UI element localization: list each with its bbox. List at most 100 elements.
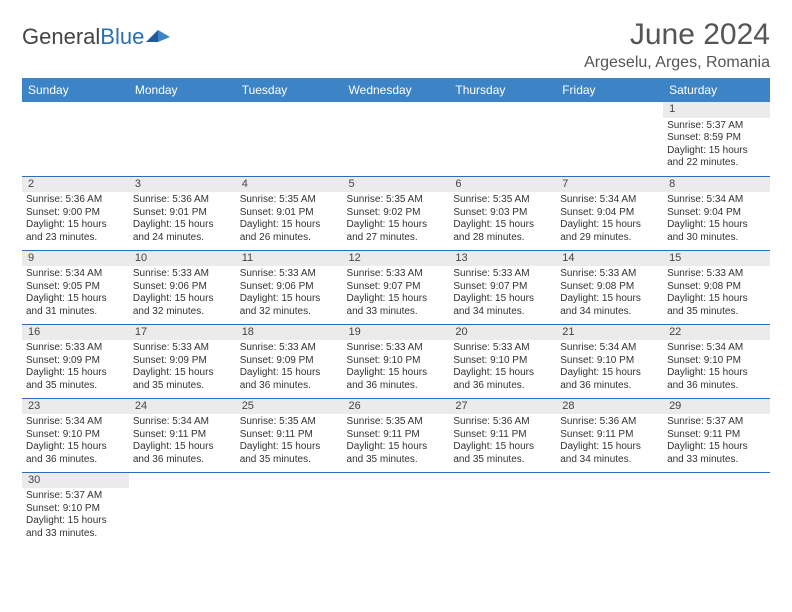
sunrise-text: Sunrise: 5:36 AM [453, 416, 552, 429]
calendar-week-row: 1Sunrise: 5:37 AMSunset: 8:59 PMDaylight… [22, 102, 770, 176]
sunrise-text: Sunrise: 5:34 AM [26, 268, 125, 281]
calendar-week-row: 16Sunrise: 5:33 AMSunset: 9:09 PMDayligh… [22, 324, 770, 398]
sunset-text: Sunset: 9:06 PM [133, 281, 232, 294]
calendar-cell: 20Sunrise: 5:33 AMSunset: 9:10 PMDayligh… [449, 324, 556, 398]
day-number: 7 [556, 177, 663, 193]
calendar-cell: 6Sunrise: 5:35 AMSunset: 9:03 PMDaylight… [449, 176, 556, 250]
daylight-text: Daylight: 15 hours and 36 minutes. [240, 367, 339, 392]
sunset-text: Sunset: 9:10 PM [26, 429, 125, 442]
day-number: 28 [556, 399, 663, 415]
sunrise-text: Sunrise: 5:34 AM [560, 342, 659, 355]
sunset-text: Sunset: 9:08 PM [560, 281, 659, 294]
sunset-text: Sunset: 9:06 PM [240, 281, 339, 294]
sunrise-text: Sunrise: 5:37 AM [26, 490, 125, 503]
calendar-cell [129, 472, 236, 550]
calendar-cell [236, 102, 343, 176]
daylight-text: Daylight: 15 hours and 36 minutes. [26, 441, 125, 466]
sunset-text: Sunset: 9:04 PM [560, 207, 659, 220]
sunset-text: Sunset: 9:03 PM [453, 207, 552, 220]
sunset-text: Sunset: 9:01 PM [133, 207, 232, 220]
calendar-cell: 5Sunrise: 5:35 AMSunset: 9:02 PMDaylight… [343, 176, 450, 250]
location-label: Argeselu, Arges, Romania [584, 54, 770, 72]
calendar-cell: 16Sunrise: 5:33 AMSunset: 9:09 PMDayligh… [22, 324, 129, 398]
brand-part1: General [22, 24, 100, 50]
day-number: 11 [236, 251, 343, 267]
sunrise-text: Sunrise: 5:35 AM [240, 194, 339, 207]
sunset-text: Sunset: 9:11 PM [240, 429, 339, 442]
sunrise-text: Sunrise: 5:35 AM [347, 416, 446, 429]
calendar-cell [129, 102, 236, 176]
flag-icon [146, 28, 172, 46]
daylight-text: Daylight: 15 hours and 34 minutes. [453, 293, 552, 318]
sunrise-text: Sunrise: 5:33 AM [667, 268, 766, 281]
sunset-text: Sunset: 9:09 PM [26, 355, 125, 368]
calendar-cell: 14Sunrise: 5:33 AMSunset: 9:08 PMDayligh… [556, 250, 663, 324]
daylight-text: Daylight: 15 hours and 34 minutes. [560, 293, 659, 318]
daylight-text: Daylight: 15 hours and 32 minutes. [133, 293, 232, 318]
daylight-text: Daylight: 15 hours and 35 minutes. [667, 293, 766, 318]
sunset-text: Sunset: 9:07 PM [347, 281, 446, 294]
day-number: 4 [236, 177, 343, 193]
sunrise-text: Sunrise: 5:33 AM [347, 268, 446, 281]
sunrise-text: Sunrise: 5:36 AM [133, 194, 232, 207]
sunrise-text: Sunrise: 5:35 AM [240, 416, 339, 429]
sunrise-text: Sunrise: 5:35 AM [453, 194, 552, 207]
calendar-week-row: 9Sunrise: 5:34 AMSunset: 9:05 PM Daylight… [22, 250, 770, 324]
sunset-text: Sunset: 9:04 PM [667, 207, 766, 220]
day-number: 9 [22, 251, 129, 267]
calendar-cell: 17Sunrise: 5:33 AMSunset: 9:09 PMDayligh… [129, 324, 236, 398]
sunset-text: Sunset: 9:08 PM [667, 281, 766, 294]
day-number: 2 [22, 177, 129, 193]
weekday-header: Wednesday [343, 78, 450, 102]
calendar-cell [343, 102, 450, 176]
sunrise-text: Sunrise: 5:33 AM [26, 342, 125, 355]
weekday-header: Saturday [663, 78, 770, 102]
calendar-cell [22, 102, 129, 176]
sunset-text: Sunset: 9:10 PM [560, 355, 659, 368]
day-number: 19 [343, 325, 450, 341]
calendar-week-row: 2Sunrise: 5:36 AMSunset: 9:00 PMDaylight… [22, 176, 770, 250]
calendar-cell: 9Sunrise: 5:34 AMSunset: 9:05 PMDaylight… [22, 250, 129, 324]
sunset-text: Sunset: 9:09 PM [240, 355, 339, 368]
calendar-cell: 30Sunrise: 5:37 AMSunset: 9:10 PMDayligh… [22, 472, 129, 550]
sunset-text: Sunset: 9:10 PM [347, 355, 446, 368]
day-number: 22 [663, 325, 770, 341]
day-number: 23 [22, 399, 129, 415]
calendar-cell [663, 472, 770, 550]
daylight-text: Daylight: 15 hours and 32 minutes. [240, 293, 339, 318]
daylight-text: Daylight: 15 hours and 33 minutes. [667, 441, 766, 466]
calendar-cell: 2Sunrise: 5:36 AMSunset: 9:00 PMDaylight… [22, 176, 129, 250]
calendar-cell: 24Sunrise: 5:34 AMSunset: 9:11 PMDayligh… [129, 398, 236, 472]
calendar-cell: 27Sunrise: 5:36 AMSunset: 9:11 PMDayligh… [449, 398, 556, 472]
sunset-text: Sunset: 9:11 PM [347, 429, 446, 442]
weekday-header: Friday [556, 78, 663, 102]
calendar-cell [236, 472, 343, 550]
calendar-cell: 8Sunrise: 5:34 AMSunset: 9:04 PMDaylight… [663, 176, 770, 250]
sunrise-text: Sunrise: 5:33 AM [240, 268, 339, 281]
day-number: 27 [449, 399, 556, 415]
sunrise-text: Sunrise: 5:34 AM [133, 416, 232, 429]
sunrise-text: Sunrise: 5:36 AM [26, 194, 125, 207]
sunrise-text: Sunrise: 5:33 AM [347, 342, 446, 355]
calendar-cell: 1Sunrise: 5:37 AMSunset: 8:59 PMDaylight… [663, 102, 770, 176]
sunrise-text: Sunrise: 5:33 AM [133, 342, 232, 355]
day-number: 18 [236, 325, 343, 341]
sunrise-text: Sunrise: 5:33 AM [453, 268, 552, 281]
calendar-cell: 11Sunrise: 5:33 AMSunset: 9:06 PMDayligh… [236, 250, 343, 324]
calendar-cell: 18Sunrise: 5:33 AMSunset: 9:09 PMDayligh… [236, 324, 343, 398]
day-number: 3 [129, 177, 236, 193]
daylight-text: Daylight: 15 hours and 35 minutes. [133, 367, 232, 392]
day-number: 26 [343, 399, 450, 415]
daylight-text: Daylight: 15 hours and 36 minutes. [347, 367, 446, 392]
calendar-cell: 21Sunrise: 5:34 AMSunset: 9:10 PMDayligh… [556, 324, 663, 398]
daylight-text: Daylight: 15 hours and 30 minutes. [667, 219, 766, 244]
daylight-text: Daylight: 15 hours and 33 minutes. [347, 293, 446, 318]
day-number: 10 [129, 251, 236, 267]
daylight-text: Daylight: 15 hours and 34 minutes. [560, 441, 659, 466]
sunrise-text: Sunrise: 5:37 AM [667, 120, 766, 133]
sunset-text: Sunset: 9:11 PM [133, 429, 232, 442]
daylight-text: Daylight: 15 hours and 36 minutes. [667, 367, 766, 392]
sunset-text: Sunset: 8:59 PM [667, 132, 766, 145]
page-title: June 2024 [584, 18, 770, 52]
sunset-text: Sunset: 9:05 PM [26, 281, 125, 294]
